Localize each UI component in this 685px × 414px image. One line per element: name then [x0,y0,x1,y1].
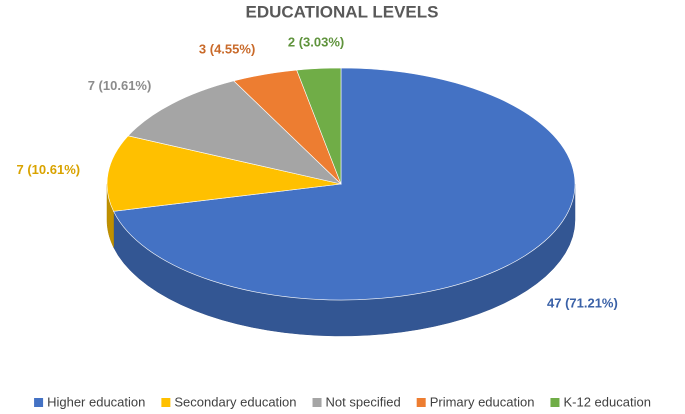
legend-swatch [34,398,44,407]
legend-label: Secondary education [174,394,296,409]
legend: Higher education Secondary education Not s… [34,394,651,409]
legend-swatch [416,398,426,407]
pie-slice [106,135,342,212]
value-labels: 47 (71.21%) 7 (10.61%) 7 (10.61%) 3 (4.55%)… [17,35,618,311]
value-label: 7 (10.61%) [88,78,152,93]
value-label: 7 (10.61%) [17,162,81,177]
legend-label: Primary education [430,394,535,409]
legend-label: Higher education [47,394,145,409]
legend-swatch [312,398,322,407]
pie-slice [127,80,342,185]
chart-title: EDUCATIONAL LEVELS [246,2,439,21]
legend-swatch [550,398,560,407]
legend-swatch [161,398,171,407]
pie-tops [106,67,576,301]
pie-slice [296,67,342,185]
value-label: 3 (4.55%) [199,42,255,57]
value-label: 2 (3.03%) [288,35,344,50]
legend-label: K-12 education [563,394,650,409]
legend-label: Not specified [326,394,401,409]
value-label: 47 (71.21%) [547,295,618,310]
pie-slice [113,67,576,301]
